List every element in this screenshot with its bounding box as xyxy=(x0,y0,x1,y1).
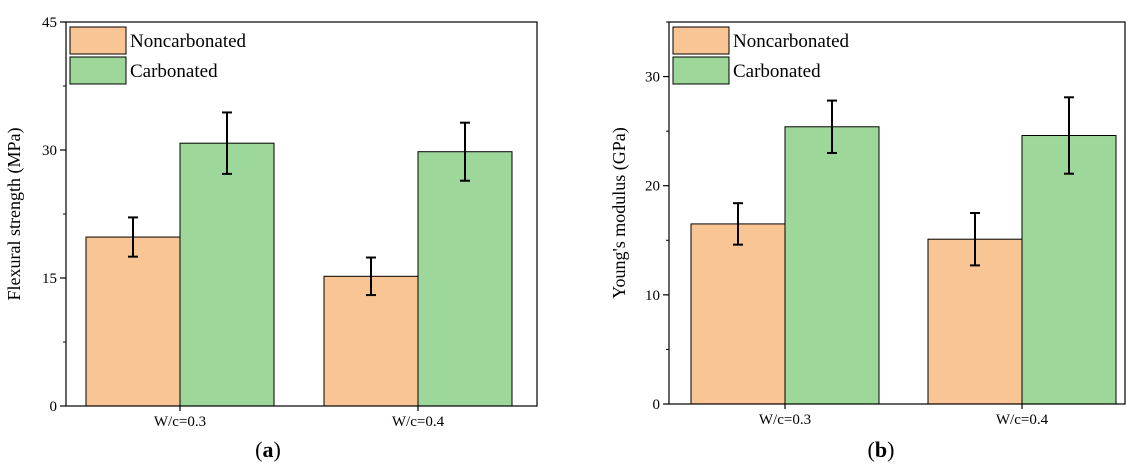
bar-carbonated-2 xyxy=(1021,135,1117,405)
panel-label: (a) xyxy=(255,437,281,462)
error-bar-carbonated-2 xyxy=(1064,96,1074,175)
x-tick-label: W/c=0.3 xyxy=(154,414,206,430)
error-bar-noncarbonated-1 xyxy=(733,202,743,246)
y-tick-label: 45 xyxy=(42,15,57,31)
y-axis-title: Flexural strength (MPa) xyxy=(4,128,25,301)
y-tick-label: 20 xyxy=(645,179,660,195)
y-tick-label: 30 xyxy=(42,143,57,159)
legend-label-noncarbonated: Noncarbonated xyxy=(733,31,850,52)
bar-noncarbonated-2 xyxy=(323,275,419,407)
error-bar-noncarbonated-1 xyxy=(128,216,138,258)
panel-label: (b) xyxy=(868,437,895,462)
bar-noncarbonated-1 xyxy=(690,223,786,405)
legend-swatch-noncarbonated xyxy=(69,26,127,55)
plot-frame xyxy=(668,21,1126,405)
y-tick-label: 30 xyxy=(645,70,660,86)
legend: Noncarbonated Carbonated xyxy=(672,26,850,85)
x-tick-label: W/c=0.3 xyxy=(759,412,811,428)
error-bar-carbonated-1 xyxy=(222,111,232,175)
legend-label-noncarbonated: Noncarbonated xyxy=(130,31,247,52)
y-axis-title: Young's modulus (GPa) xyxy=(609,127,630,298)
legend-label-carbonated: Carbonated xyxy=(733,61,821,82)
bar-carbonated-1 xyxy=(784,126,880,405)
bar-carbonated-2 xyxy=(417,151,513,407)
error-bar-carbonated-2 xyxy=(460,121,470,182)
error-bar-carbonated-1 xyxy=(827,99,837,154)
legend-swatch-noncarbonated xyxy=(672,26,730,55)
y-tick-label: 10 xyxy=(645,288,660,304)
legend-label-carbonated: Carbonated xyxy=(130,61,218,82)
y-tick-label: 15 xyxy=(42,271,57,287)
legend-swatch-carbonated xyxy=(672,56,730,85)
legend: Noncarbonated Carbonated xyxy=(69,26,247,85)
x-tick-label: W/c=0.4 xyxy=(392,414,445,430)
error-bar-noncarbonated-2 xyxy=(366,256,376,297)
bar-noncarbonated-2 xyxy=(927,238,1023,405)
x-tick-label: W/c=0.4 xyxy=(996,412,1049,428)
bar-noncarbonated-1 xyxy=(85,236,181,407)
chart-panel-b: 0 10 20 30 W/c=0.3 W/c=0.4 Young's modulus (GP… xyxy=(609,21,1126,462)
y-tick-label: 0 xyxy=(50,399,58,415)
y-tick-label: 0 xyxy=(653,397,661,413)
legend-swatch-carbonated xyxy=(69,56,127,85)
bar-carbonated-1 xyxy=(179,142,275,407)
chart-panel-a: 0 15 30 45 W/c=0.3 W/c=0.4 Flexural strength (… xyxy=(4,15,538,462)
error-bar-noncarbonated-2 xyxy=(970,212,980,267)
